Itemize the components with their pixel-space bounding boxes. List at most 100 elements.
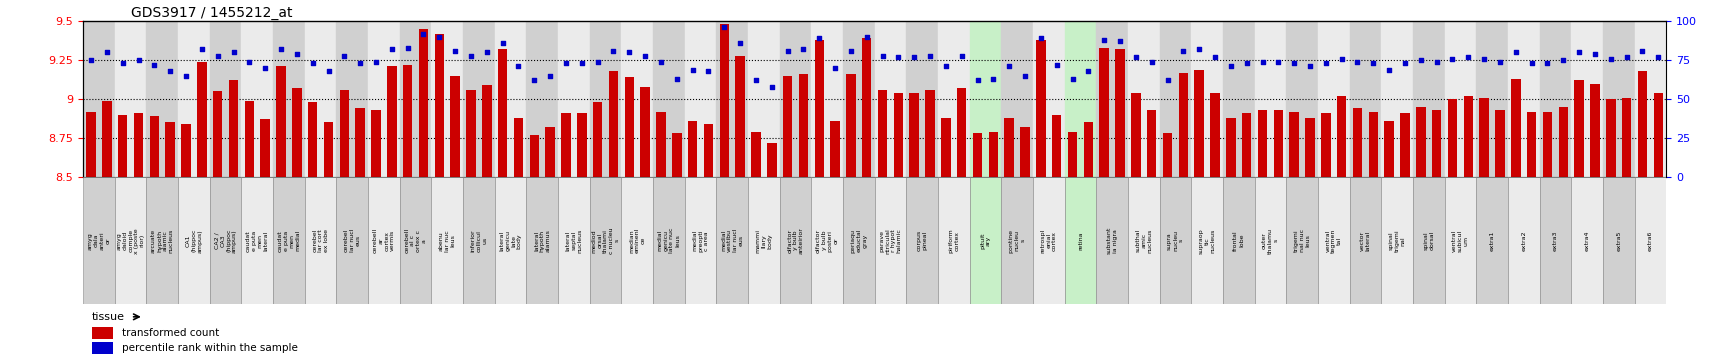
Point <box>1581 51 1609 57</box>
Text: mammi
llary
body: mammi llary body <box>755 229 772 253</box>
Point <box>584 59 611 64</box>
Bar <box>1571 21 1602 177</box>
Point <box>726 40 753 46</box>
Bar <box>1353 108 1363 177</box>
Bar <box>779 21 811 177</box>
Point <box>1344 59 1372 64</box>
Bar <box>875 177 906 304</box>
Bar <box>147 177 178 304</box>
Point <box>1264 59 1292 64</box>
Text: mediod
orsal
thalami
c nucleu
s: mediod orsal thalami c nucleu s <box>591 227 620 254</box>
Bar <box>1510 79 1521 177</box>
Bar <box>767 143 776 177</box>
Point <box>236 59 263 64</box>
Point <box>156 68 184 74</box>
Text: lateral
hypoth
alamus: lateral hypoth alamus <box>533 229 551 252</box>
Bar <box>400 177 431 304</box>
Bar <box>894 93 902 177</box>
Bar <box>1128 177 1160 304</box>
Point <box>568 61 596 66</box>
Bar <box>1380 21 1413 177</box>
Point <box>630 53 658 58</box>
Point <box>473 50 501 55</box>
Bar <box>684 21 717 177</box>
Bar <box>688 121 698 177</box>
Bar <box>653 21 684 177</box>
Bar <box>244 101 255 177</box>
Text: periaqu
eductal
gray: periaqu eductal gray <box>850 229 868 253</box>
Bar <box>625 77 634 177</box>
Bar <box>1242 113 1252 177</box>
Bar <box>178 21 210 177</box>
Point <box>774 48 802 54</box>
Bar <box>558 21 589 177</box>
Point <box>331 53 359 58</box>
Point <box>189 46 216 52</box>
Point <box>901 54 928 60</box>
Point <box>426 34 454 40</box>
Point <box>932 64 960 69</box>
Bar <box>939 21 970 177</box>
Bar <box>622 177 653 304</box>
Bar <box>274 21 305 177</box>
Bar <box>1559 107 1567 177</box>
Bar <box>1464 96 1472 177</box>
Text: lateral
genicu
late
body: lateral genicu late body <box>499 230 521 251</box>
Point <box>1375 67 1403 72</box>
Bar <box>684 177 717 304</box>
Bar <box>1065 21 1096 177</box>
Point <box>1185 46 1212 52</box>
Point <box>885 54 913 60</box>
Point <box>109 61 137 66</box>
Bar <box>305 177 336 304</box>
Bar <box>114 21 147 177</box>
Bar <box>527 177 558 304</box>
Bar <box>622 21 653 177</box>
Bar <box>462 21 495 177</box>
Point <box>520 78 547 83</box>
Point <box>140 62 168 68</box>
Point <box>1043 62 1070 68</box>
Bar <box>1178 73 1188 177</box>
Point <box>1169 48 1197 54</box>
Bar <box>717 21 748 177</box>
Text: retina: retina <box>1077 232 1082 250</box>
Bar <box>1162 133 1173 177</box>
Point <box>300 61 327 66</box>
Bar <box>1318 21 1349 177</box>
Point <box>1455 54 1483 60</box>
Point <box>346 61 374 66</box>
Bar <box>1223 177 1254 304</box>
Bar <box>118 115 128 177</box>
Point <box>1311 61 1339 66</box>
Bar <box>608 71 618 177</box>
Bar <box>878 90 887 177</box>
Bar <box>1192 21 1223 177</box>
Point <box>488 40 516 46</box>
Bar <box>1069 132 1077 177</box>
Bar <box>1065 177 1096 304</box>
Bar <box>83 177 114 304</box>
Bar <box>970 177 1001 304</box>
Bar <box>1195 69 1204 177</box>
Text: supra
nucleu
s: supra nucleu s <box>1167 230 1183 251</box>
Bar <box>1349 21 1380 177</box>
Bar <box>1001 177 1032 304</box>
Text: amyg
dala
anteri
or: amyg dala anteri or <box>88 232 111 250</box>
Text: extra1: extra1 <box>1490 230 1495 251</box>
Bar <box>1448 99 1457 177</box>
Point <box>852 34 880 40</box>
Text: vector
lateral: vector lateral <box>1360 230 1370 251</box>
Bar <box>400 21 431 177</box>
Text: CA2 /
CA3
(hippoc
ampus): CA2 / CA3 (hippoc ampus) <box>215 229 237 252</box>
Bar <box>435 34 443 177</box>
Point <box>963 78 991 83</box>
Point <box>741 78 769 83</box>
Bar <box>1032 21 1065 177</box>
Bar <box>779 177 811 304</box>
Bar <box>830 121 840 177</box>
Point <box>1154 78 1181 83</box>
Bar <box>355 108 365 177</box>
Point <box>947 53 975 58</box>
Point <box>553 61 580 66</box>
